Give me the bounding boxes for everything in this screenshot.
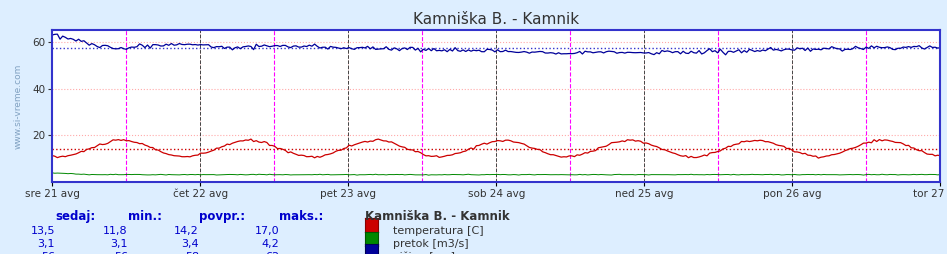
Text: 56: 56 [41,252,55,254]
Text: 3,1: 3,1 [38,239,55,249]
Text: 17,0: 17,0 [255,226,279,236]
Text: 14,2: 14,2 [174,226,199,236]
Text: pretok [m3/s]: pretok [m3/s] [393,239,469,249]
Text: 58: 58 [185,252,199,254]
Text: temperatura [C]: temperatura [C] [393,226,484,236]
Text: 13,5: 13,5 [30,226,55,236]
Text: 3,1: 3,1 [111,239,128,249]
Text: 56: 56 [114,252,128,254]
Text: višina [cm]: višina [cm] [393,252,455,254]
Text: sedaj:: sedaj: [55,210,96,223]
Text: www.si-vreme.com: www.si-vreme.com [14,63,23,149]
Text: 62: 62 [265,252,279,254]
Text: maks.:: maks.: [279,210,324,223]
Text: 4,2: 4,2 [261,239,279,249]
Text: 3,4: 3,4 [181,239,199,249]
Text: povpr.:: povpr.: [199,210,245,223]
Text: Kamniška B. - Kamnik: Kamniška B. - Kamnik [365,210,509,223]
Text: 11,8: 11,8 [103,226,128,236]
Text: min.:: min.: [128,210,162,223]
Title: Kamniška B. - Kamnik: Kamniška B. - Kamnik [413,11,580,26]
